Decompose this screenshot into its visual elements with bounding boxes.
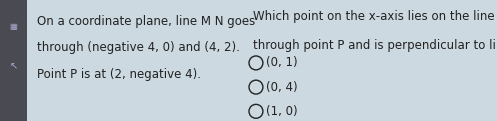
Text: (0, 4): (0, 4) (266, 81, 298, 94)
Text: through point P and is perpendicular to line MN?: through point P and is perpendicular to … (253, 39, 497, 52)
Text: Point P is at (2, negative 4).: Point P is at (2, negative 4). (37, 68, 201, 81)
Text: ↖: ↖ (9, 62, 18, 72)
Text: (0, 1): (0, 1) (266, 56, 298, 69)
Text: Which point on the x-axis lies on the line that passes: Which point on the x-axis lies on the li… (253, 10, 497, 23)
FancyBboxPatch shape (0, 0, 27, 121)
Text: through (negative 4, 0) and (4, 2).: through (negative 4, 0) and (4, 2). (37, 41, 240, 54)
Text: On a coordinate plane, line M N goes: On a coordinate plane, line M N goes (37, 15, 255, 27)
Text: (1, 0): (1, 0) (266, 105, 298, 118)
Text: ▦: ▦ (10, 22, 17, 31)
